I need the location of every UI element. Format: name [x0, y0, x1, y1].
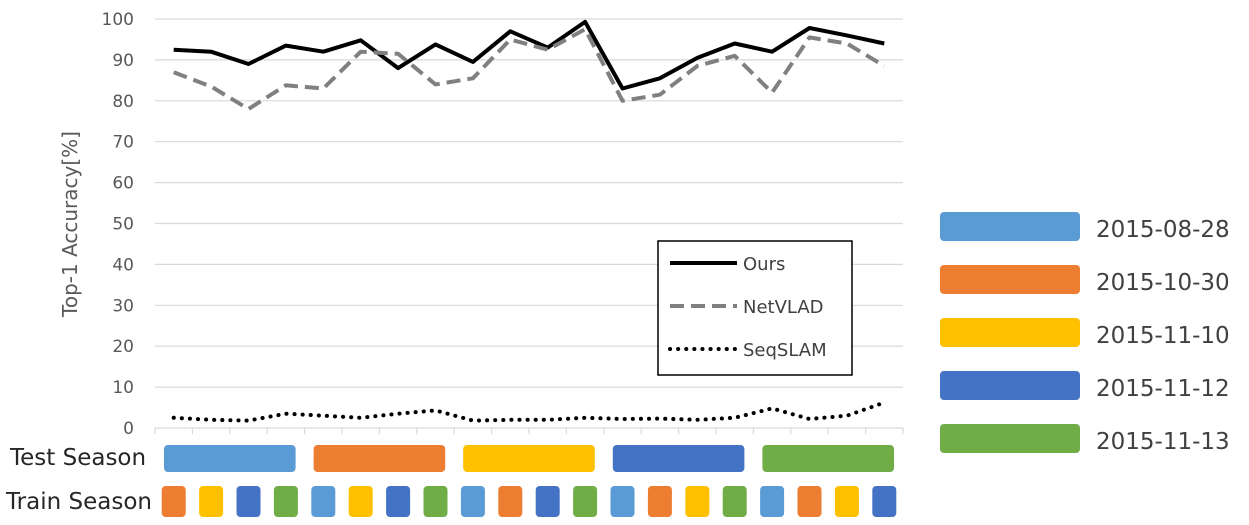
y-tick-label-40: 40 — [112, 255, 134, 275]
train-season-block — [610, 486, 635, 517]
y-tick-label-30: 30 — [112, 296, 134, 316]
train-season-block — [872, 486, 897, 517]
legend: Ours NetVLAD SeqSLAM — [657, 240, 853, 376]
season-label: 2015-11-10 — [1096, 323, 1230, 349]
train-season-block — [834, 486, 859, 517]
train-season-block — [797, 486, 822, 517]
train-season-block — [199, 486, 224, 517]
season-swatch — [940, 212, 1080, 241]
season-label: 2015-11-12 — [1096, 376, 1230, 402]
legend-box — [657, 240, 853, 376]
season-swatch — [940, 318, 1080, 347]
season-label: 2015-08-28 — [1096, 217, 1230, 243]
series-lines — [171, 19, 887, 423]
y-tick-label-90: 90 — [112, 51, 134, 71]
legend-label-netvlad: NetVLAD — [743, 297, 824, 318]
train-season-block — [573, 486, 598, 517]
series-line-seqslam — [171, 400, 887, 423]
legend-label-ours: Ours — [743, 254, 785, 275]
train-season-block — [423, 486, 448, 517]
test-season-block — [463, 445, 595, 472]
series-line-ours — [173, 19, 885, 91]
x-axis — [154, 427, 904, 434]
train-season-block — [647, 486, 672, 517]
train-season-block — [161, 486, 186, 517]
gridlines — [155, 18, 903, 388]
season-label: 2015-10-30 — [1096, 270, 1230, 296]
y-axis-label: Top-1 Accuracy[%] — [58, 131, 82, 318]
y-tick-label-0: 0 — [123, 419, 134, 439]
train-season-block — [386, 486, 411, 517]
y-axis-ticks: 0 10 20 30 40 50 60 70 80 90 100 — [102, 10, 134, 439]
y-tick-label-50: 50 — [112, 215, 134, 235]
train-season-block — [685, 486, 710, 517]
train-season-block — [236, 486, 261, 517]
train-season-block — [311, 486, 336, 517]
train-season-block — [535, 486, 560, 517]
train-season-row-label: Train Season — [5, 489, 152, 515]
train-season-block — [722, 486, 747, 517]
season-swatch — [940, 265, 1080, 294]
y-tick-label-20: 20 — [112, 337, 134, 357]
test-season-row — [164, 445, 894, 472]
train-season-block — [273, 486, 298, 517]
y-tick-label-100: 100 — [102, 10, 134, 30]
test-season-block — [313, 445, 446, 472]
season-legend: 2015-08-28 2015-10-30 2015-11-10 2015-11-12… — [940, 212, 1230, 455]
season-label: 2015-11-13 — [1096, 429, 1230, 455]
season-swatch — [940, 424, 1080, 453]
y-tick-label-60: 60 — [112, 174, 134, 194]
test-season-block — [612, 445, 745, 472]
series-line-netvlad — [172, 27, 886, 111]
train-season-row — [161, 486, 897, 517]
season-swatch — [940, 371, 1080, 400]
train-season-block — [348, 486, 373, 517]
test-season-block — [164, 445, 296, 472]
y-tick-label-80: 80 — [112, 92, 134, 112]
test-season-block — [762, 445, 894, 472]
train-season-block — [760, 486, 785, 517]
y-tick-label-10: 10 — [112, 378, 134, 398]
y-tick-label-70: 70 — [112, 133, 134, 153]
train-season-block — [460, 486, 485, 517]
legend-label-seqslam: SeqSLAM — [743, 340, 827, 361]
test-season-row-label: Test Season — [9, 445, 146, 471]
train-season-block — [498, 486, 523, 517]
